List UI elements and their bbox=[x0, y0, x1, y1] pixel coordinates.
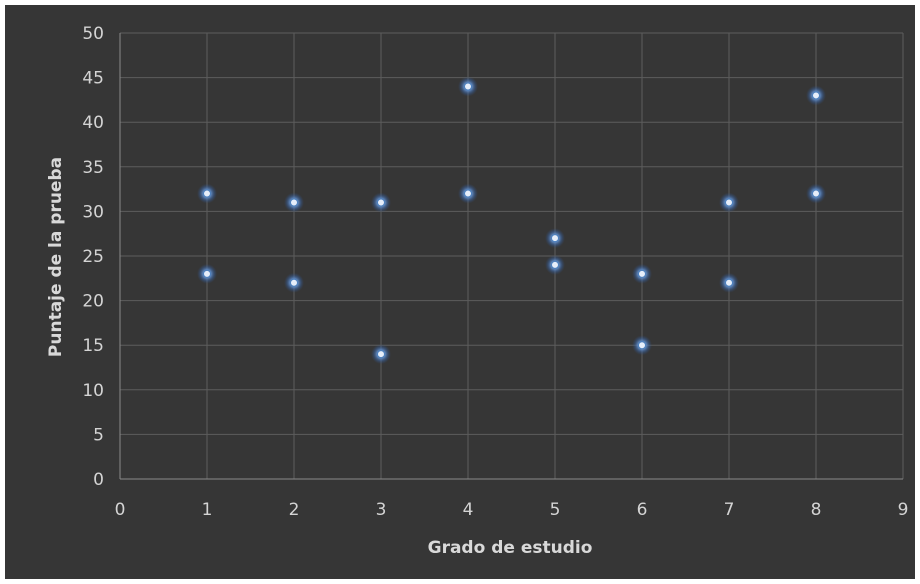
x-tick-label: 7 bbox=[724, 500, 735, 520]
y-tick-label: 45 bbox=[82, 69, 104, 89]
x-axis-title: Grado de estudio bbox=[428, 538, 593, 558]
data-point-marker bbox=[202, 189, 212, 198]
y-tick-label: 25 bbox=[82, 247, 104, 267]
data-point bbox=[806, 183, 826, 204]
data-point bbox=[545, 254, 565, 275]
x-tick-label: 2 bbox=[289, 500, 300, 520]
chart-area: 0 5 10 15 20 25 30 35 40 45 50 0 1 2 3 4 5 6 7 8 9 Grado de … bbox=[5, 5, 915, 579]
data-point-marker bbox=[463, 189, 473, 198]
y-tick-label: 5 bbox=[93, 425, 104, 445]
y-tick-label: 15 bbox=[82, 336, 104, 356]
y-tick-label: 30 bbox=[82, 202, 104, 222]
x-tick-label: 0 bbox=[115, 500, 126, 520]
y-tick-label: 20 bbox=[82, 292, 104, 312]
data-point-marker bbox=[289, 198, 299, 207]
x-tick-label: 3 bbox=[376, 500, 387, 520]
y-tick-label: 35 bbox=[82, 158, 104, 178]
data-point-marker bbox=[811, 189, 821, 198]
data-point-marker bbox=[637, 341, 647, 350]
data-point bbox=[458, 183, 478, 204]
x-tick-label: 4 bbox=[463, 500, 474, 520]
data-point-marker bbox=[724, 198, 734, 207]
data-point-marker bbox=[289, 278, 299, 287]
data-point-marker bbox=[811, 91, 821, 100]
x-tick-label: 8 bbox=[811, 500, 822, 520]
data-point bbox=[632, 335, 652, 356]
data-point bbox=[719, 192, 739, 213]
x-tick-label: 9 bbox=[898, 500, 909, 520]
data-point bbox=[284, 272, 304, 293]
data-point bbox=[197, 263, 217, 284]
x-tick-label: 6 bbox=[637, 500, 648, 520]
y-tick-label: 10 bbox=[82, 381, 104, 401]
data-point-marker bbox=[724, 278, 734, 287]
grid-lines bbox=[120, 32, 904, 479]
axes bbox=[119, 33, 903, 480]
data-point bbox=[806, 85, 826, 106]
data-point bbox=[197, 183, 217, 204]
data-point-marker bbox=[550, 233, 560, 243]
data-point bbox=[545, 228, 565, 249]
data-points bbox=[197, 76, 826, 365]
y-tick-label: 50 bbox=[82, 24, 104, 44]
data-point bbox=[719, 272, 739, 293]
data-point bbox=[284, 192, 304, 213]
data-point bbox=[458, 76, 478, 97]
data-point-marker bbox=[202, 269, 212, 279]
data-point bbox=[632, 263, 652, 284]
y-tick-label: 40 bbox=[82, 113, 104, 133]
x-tick-label: 1 bbox=[202, 500, 213, 520]
x-tick-label: 5 bbox=[550, 500, 561, 520]
y-tick-label: 0 bbox=[93, 470, 104, 490]
data-point-marker bbox=[463, 82, 473, 91]
y-axis-title: Puntaje de la prueba bbox=[46, 157, 66, 357]
data-point-marker bbox=[376, 198, 386, 207]
data-point bbox=[371, 192, 391, 213]
data-point bbox=[371, 344, 391, 365]
data-point-marker bbox=[550, 260, 560, 270]
data-point-marker bbox=[376, 349, 386, 359]
data-point-marker bbox=[637, 269, 647, 279]
